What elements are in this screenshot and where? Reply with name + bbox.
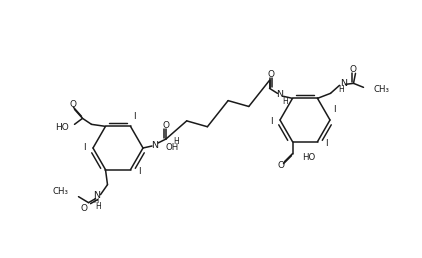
Text: H: H: [338, 85, 344, 94]
Text: I: I: [138, 167, 141, 176]
Text: HO: HO: [303, 153, 316, 162]
Text: CH₃: CH₃: [373, 85, 390, 94]
Text: O: O: [69, 100, 76, 109]
Text: N: N: [93, 191, 100, 200]
Text: H: H: [96, 202, 101, 211]
Text: O: O: [162, 120, 170, 130]
Text: N: N: [276, 90, 283, 99]
Text: N: N: [340, 79, 347, 88]
Text: O: O: [81, 204, 88, 213]
Text: I: I: [83, 143, 85, 152]
Text: CH₃: CH₃: [52, 187, 68, 196]
Text: H: H: [173, 138, 179, 147]
Text: H: H: [94, 198, 99, 204]
Text: HO: HO: [55, 123, 68, 132]
Text: H: H: [283, 97, 288, 106]
Text: O: O: [267, 70, 274, 79]
Text: I: I: [270, 117, 272, 125]
Text: I: I: [333, 106, 335, 115]
Text: I: I: [325, 139, 328, 148]
Text: O: O: [350, 65, 357, 74]
Text: I: I: [133, 112, 136, 121]
Text: OH: OH: [165, 143, 179, 152]
Text: O: O: [277, 161, 284, 170]
Text: N: N: [151, 141, 159, 149]
